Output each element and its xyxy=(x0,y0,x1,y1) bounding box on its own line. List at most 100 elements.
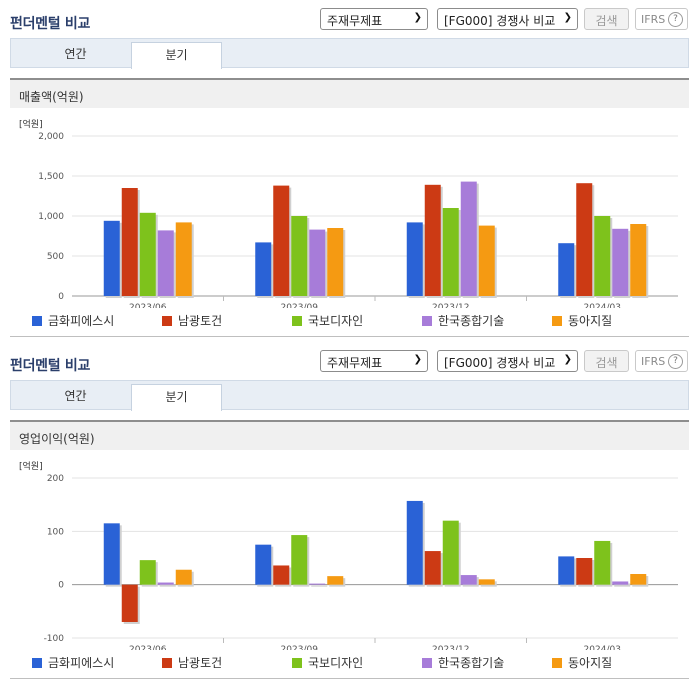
bar[interactable] xyxy=(157,230,174,296)
legend-item[interactable]: 남광토건 xyxy=(162,654,222,671)
bar[interactable] xyxy=(612,228,629,296)
legend-label: 동아지질 xyxy=(568,314,613,328)
bar[interactable] xyxy=(121,584,138,622)
bar[interactable] xyxy=(175,222,192,296)
x-tick-label: 2023/12 xyxy=(432,303,469,308)
bar[interactable] xyxy=(478,225,495,296)
legend-item[interactable]: 한국종합기술 xyxy=(422,312,504,329)
bar[interactable] xyxy=(309,583,326,585)
peer-group-select[interactable]: [FG000] 경쟁사 비교 ❯ xyxy=(437,350,578,372)
ifrs-label: IFRS xyxy=(641,13,666,26)
legend-item[interactable]: 금화피에스시 xyxy=(32,312,114,329)
x-tick-label: 2024/03 xyxy=(584,303,621,308)
bar-shadow xyxy=(159,584,176,587)
bar[interactable] xyxy=(630,574,647,585)
bar[interactable] xyxy=(255,544,272,585)
legend-swatch xyxy=(552,658,562,668)
bar[interactable] xyxy=(103,220,120,296)
legend-item[interactable]: 국보디자인 xyxy=(292,312,363,329)
legend-swatch xyxy=(162,316,172,326)
tab-annual[interactable]: 연간 xyxy=(64,47,87,61)
statement-type-select[interactable]: 주재무제표 ❯ xyxy=(320,8,428,30)
period-tabs: 연간 분기 xyxy=(10,380,689,411)
operating-profit-bar-chart: [억원] -100 0 100 200 2023/06 2023/09 2023/12 2024… xyxy=(19,460,678,650)
peer-group-select[interactable]: [FG000] 경쟁사 비교 ❯ xyxy=(437,8,578,30)
bar[interactable] xyxy=(594,540,611,585)
x-tick-label: 2024/03 xyxy=(584,645,621,650)
bar[interactable] xyxy=(327,228,344,296)
bar[interactable] xyxy=(558,556,575,585)
bar[interactable] xyxy=(139,560,156,585)
legend-label: 남광토건 xyxy=(178,314,223,328)
bar[interactable] xyxy=(273,185,290,296)
legend-item[interactable]: 남광토건 xyxy=(162,312,222,329)
y-tick-label: 500 xyxy=(47,252,64,262)
bar[interactable] xyxy=(478,579,495,585)
y-tick-label: 100 xyxy=(47,527,64,537)
bar[interactable] xyxy=(406,500,423,585)
legend-item[interactable]: 한국종합기술 xyxy=(422,654,504,671)
bar[interactable] xyxy=(442,520,459,585)
legend-swatch xyxy=(162,658,172,668)
legend-label: 국보디자인 xyxy=(308,656,364,670)
statement-type-select[interactable]: 주재무제표 ❯ xyxy=(320,350,428,372)
bar[interactable] xyxy=(291,216,308,296)
legend-swatch xyxy=(422,316,432,326)
legend-swatch xyxy=(422,658,432,668)
bar[interactable] xyxy=(309,229,326,296)
bar[interactable] xyxy=(406,222,423,296)
bar[interactable] xyxy=(576,183,593,296)
y-tick-label: 200 xyxy=(47,474,64,484)
legend-item[interactable]: 금화피에스시 xyxy=(32,654,114,671)
bar[interactable] xyxy=(273,565,290,585)
tab-quarterly[interactable]: 분기 xyxy=(131,384,222,411)
legend-item[interactable]: 동아지질 xyxy=(552,312,612,329)
statement-type-value: 주재무제표 xyxy=(327,14,383,28)
bar[interactable] xyxy=(255,242,272,296)
y-tick-label: 1,000 xyxy=(38,212,64,222)
bar[interactable] xyxy=(424,551,441,585)
bar[interactable] xyxy=(103,523,120,585)
chevron-down-icon: ❯ xyxy=(563,12,572,23)
period-tabs: 연간 분기 xyxy=(10,38,689,69)
chevron-down-icon: ❯ xyxy=(413,354,422,365)
legend-label: 금화피에스시 xyxy=(48,656,115,670)
x-tick-label: 2023/06 xyxy=(129,303,167,308)
bar[interactable] xyxy=(327,576,344,585)
bar[interactable] xyxy=(594,216,611,296)
peer-group-value: [FG000] 경쟁사 비교 xyxy=(444,14,556,28)
legend-item[interactable]: 동아지질 xyxy=(552,654,612,671)
bar[interactable] xyxy=(442,208,459,296)
fundamental-compare-panel-operating-profit: 펀더멘털 비교 주재무제표 ❯ [FG000] 경쟁사 비교 ❯ 검색 IFRS… xyxy=(0,342,696,684)
bar[interactable] xyxy=(630,224,647,296)
bar[interactable] xyxy=(121,188,138,296)
x-tick-label: 2023/06 xyxy=(129,645,167,650)
legend-label: 남광토건 xyxy=(178,656,223,670)
tab-quarterly[interactable]: 분기 xyxy=(131,42,222,69)
y-tick-label: -100 xyxy=(44,634,65,644)
legend-label: 동아지질 xyxy=(568,656,613,670)
bar[interactable] xyxy=(157,582,174,585)
bar[interactable] xyxy=(175,569,192,585)
legend-item[interactable]: 국보디자인 xyxy=(292,654,363,671)
bar[interactable] xyxy=(424,184,441,296)
y-tick-label: 0 xyxy=(58,581,64,591)
bar[interactable] xyxy=(612,581,629,585)
legend-label: 한국종합기술 xyxy=(438,656,505,670)
search-button[interactable]: 검색 xyxy=(584,8,629,30)
bar[interactable] xyxy=(460,181,477,296)
legend-swatch xyxy=(552,316,562,326)
ifrs-help-button[interactable]: IFRS ? xyxy=(635,8,688,30)
y-tick-label: 1,500 xyxy=(38,172,64,182)
y-tick-label: 0 xyxy=(58,292,64,302)
search-button[interactable]: 검색 xyxy=(584,350,629,372)
ifrs-help-button[interactable]: IFRS ? xyxy=(635,350,688,372)
legend-swatch xyxy=(292,658,302,668)
panel-title: 펀더멘털 비교 xyxy=(10,16,91,32)
bar[interactable] xyxy=(558,243,575,296)
bar[interactable] xyxy=(576,558,593,585)
tab-annual[interactable]: 연간 xyxy=(64,389,87,403)
bar[interactable] xyxy=(460,575,477,585)
bar[interactable] xyxy=(291,535,308,585)
bar[interactable] xyxy=(139,212,156,296)
